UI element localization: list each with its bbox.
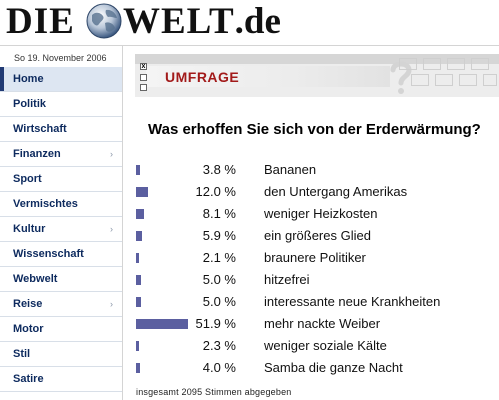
nav-item-kultur[interactable]: Kultur ›: [0, 217, 122, 242]
result-percent: 2.3 %: [202, 338, 236, 353]
window-box-icon: [140, 74, 147, 81]
result-percent: 8.1 %: [202, 206, 236, 221]
nav-item-stil[interactable]: Stil: [0, 342, 122, 367]
result-bar: [136, 209, 144, 219]
nav-item-label: Finanzen: [13, 148, 61, 160]
nav-item-label: Kultur: [13, 223, 46, 235]
nav-item-label: Wissenschaft: [13, 248, 84, 260]
nav-item-label: Motor: [13, 323, 44, 335]
sidebar-divider: [122, 46, 123, 400]
result-percent: 4.0 %: [202, 360, 236, 375]
logo-text-die: DIE: [6, 1, 75, 42]
result-bar: [136, 363, 140, 373]
result-answer: hitzefrei: [264, 272, 310, 287]
nav-item-home[interactable]: Home: [0, 67, 122, 92]
result-percent: 5.0 %: [202, 294, 236, 309]
nav-item-finanzen[interactable]: Finanzen ›: [0, 142, 122, 167]
nav-item-webwelt[interactable]: Webwelt: [0, 267, 122, 292]
poll-result-row: 2.1 % braunere Politiker: [136, 248, 496, 270]
result-answer: interessante neue Krankheiten: [264, 294, 441, 309]
nav-item-politik[interactable]: Politik: [0, 92, 122, 117]
result-bar: [136, 275, 141, 285]
result-answer: weniger soziale Kälte: [264, 338, 387, 353]
vote-total: insgesamt 2095 Stimmen abgegeben: [136, 387, 292, 397]
result-percent: 12.0 %: [195, 184, 236, 199]
result-bar: [136, 231, 142, 241]
result-bar: [136, 165, 140, 175]
result-answer: Bananen: [264, 162, 317, 177]
nav-item-reise[interactable]: Reise ›: [0, 292, 122, 317]
result-bar: [136, 253, 139, 263]
nav-item-vermischtes[interactable]: Vermischtes: [0, 192, 122, 217]
result-answer: Samba die ganze Nacht: [264, 360, 403, 375]
result-percent: 3.8 %: [202, 162, 236, 177]
poll-result-row: 4.0 % Samba die ganze Nacht: [136, 358, 496, 380]
result-percent: 51.9 %: [195, 316, 236, 331]
logo-text-welt: WELT.de: [123, 1, 281, 42]
globe-icon: [86, 3, 122, 39]
nav-item-label: Reise: [13, 298, 43, 310]
poll-result-row: 5.9 % ein größeres Glied: [136, 226, 496, 248]
poll-result-row: 5.0 % hitzefrei: [136, 270, 496, 292]
poll-result-row: 3.8 % Bananen: [136, 160, 496, 182]
nav-item-label: Stil: [13, 348, 31, 360]
result-percent: 5.0 %: [202, 272, 236, 287]
close-icon[interactable]: x: [140, 63, 147, 70]
result-percent: 2.1 %: [202, 250, 236, 265]
nav-item-motor[interactable]: Motor: [0, 317, 122, 342]
result-bar: [136, 297, 141, 307]
result-percent: 5.9 %: [202, 228, 236, 243]
poll-result-row: 5.0 % interessante neue Krankheiten: [136, 292, 496, 314]
nav-item-wissenschaft[interactable]: Wissenschaft: [0, 242, 122, 267]
banner-decoration: [389, 54, 499, 97]
poll-result-row: 12.0 % den Untergang Amerikas: [136, 182, 496, 204]
question-mark-icon: [390, 61, 412, 94]
chevron-right-icon: ›: [110, 149, 113, 159]
nav-item-label: Wirtschaft: [13, 123, 67, 135]
chevron-right-icon: ›: [110, 299, 113, 309]
nav-item-label: Vermischtes: [13, 198, 78, 210]
poll-result-row: 51.9 % mehr nackte Weiber: [136, 314, 496, 336]
banner-stripe: [135, 54, 499, 64]
poll-results: 3.8 % Bananen 12.0 % den Untergang Amerika…: [136, 160, 496, 380]
banner-title: UMFRAGE: [165, 69, 240, 85]
window-box-icon: [140, 84, 147, 91]
banner-band: [146, 66, 390, 87]
result-bar: [136, 341, 139, 351]
chevron-right-icon: ›: [110, 224, 113, 234]
nav-item-label: Home: [13, 73, 44, 85]
poll-result-row: 8.1 % weniger Heizkosten: [136, 204, 496, 226]
header-divider: [0, 45, 499, 46]
nav-item-satire[interactable]: Satire: [0, 367, 122, 392]
nav-item-wirtschaft[interactable]: Wirtschaft: [0, 117, 122, 142]
poll-question: Was erhoffen Sie sich von der Erderwärmu…: [148, 121, 481, 138]
nav-item-label: Satire: [13, 373, 44, 385]
sidebar-nav: Home Politik Wirtschaft Finanzen › Sport …: [0, 67, 122, 392]
nav-item-label: Webwelt: [13, 273, 58, 285]
result-answer: den Untergang Amerikas: [264, 184, 408, 199]
nav-item-sport[interactable]: Sport: [0, 167, 122, 192]
result-answer: ein größeres Glied: [264, 228, 371, 243]
poll-banner: x UMFRAGE: [135, 54, 499, 97]
poll-result-row: 2.3 % weniger soziale Kälte: [136, 336, 496, 358]
result-answer: mehr nackte Weiber: [264, 316, 381, 331]
nav-item-label: Sport: [13, 173, 42, 185]
result-bar: [136, 187, 148, 197]
current-date: So 19. November 2006: [14, 53, 107, 63]
nav-item-label: Politik: [13, 98, 47, 110]
site-logo[interactable]: DIE WELT.de: [6, 0, 306, 44]
result-answer: braunere Politiker: [264, 250, 366, 265]
result-answer: weniger Heizkosten: [264, 206, 378, 221]
result-bar: [136, 319, 188, 329]
